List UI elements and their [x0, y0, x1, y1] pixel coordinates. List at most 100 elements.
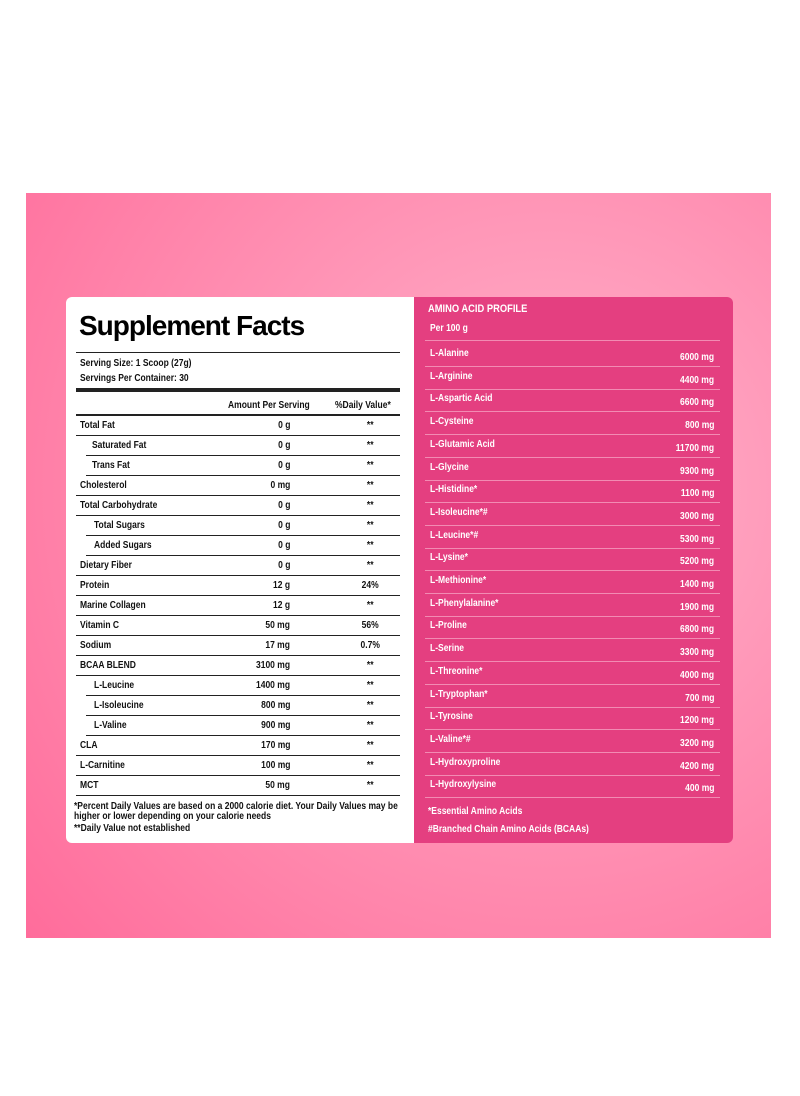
daily-value: ** [366, 720, 374, 731]
nutrient-name: Total Fat [80, 420, 115, 431]
amino-amount: 4200 mg [679, 760, 714, 772]
daily-value: ** [366, 520, 374, 531]
amino-amount: 6000 mg [679, 352, 714, 363]
amino-amount: 800 mg [684, 420, 714, 432]
nutrient-name: Total Sugars [94, 520, 145, 531]
nutrient-amount: 100 mg [260, 760, 290, 771]
rule [425, 456, 720, 458]
nutrient-amount: 900 mg [260, 720, 290, 731]
amino-amount: 3200 mg [679, 737, 714, 749]
rule [76, 755, 400, 756]
daily-value: 0.7% [360, 640, 380, 651]
rule [425, 524, 720, 526]
nutrient-name: L-Isoleucine [94, 700, 144, 711]
amino-name: L-Hydroxylysine [430, 779, 497, 791]
amino-amount: 700 mg [684, 692, 714, 704]
rule [425, 751, 720, 753]
amino-name: L-Valine*# [430, 733, 471, 745]
nutrient-name: L-Leucine [94, 680, 135, 691]
daily-value: ** [366, 760, 374, 771]
daily-value: ** [366, 500, 374, 511]
rule [425, 706, 720, 708]
rule [425, 570, 720, 572]
daily-value: ** [366, 440, 374, 451]
nutrient-name: Added Sugars [94, 540, 152, 551]
rule [425, 661, 720, 663]
nutrient-amount: 3100 mg [255, 660, 290, 671]
rule [425, 366, 720, 367]
rule [76, 435, 400, 436]
nutrient-name: L-Carnitine [80, 760, 125, 771]
rule [425, 388, 720, 390]
nutrient-amount: 0 g [277, 460, 290, 471]
rule [425, 547, 720, 549]
amino-name: L-Glycine [430, 461, 469, 473]
daily-value: 24% [361, 580, 379, 591]
rule [425, 615, 720, 617]
nutrient-amount: 50 mg [265, 620, 290, 631]
amino-amount: 11700 mg [675, 442, 714, 454]
rule [76, 615, 400, 616]
rule [76, 595, 400, 596]
column-header: %Daily Value* [335, 400, 391, 411]
daily-value: ** [366, 780, 374, 791]
footnote: *Percent Daily Values are based on a 200… [74, 801, 398, 822]
amino-name: L-Tyrosine [430, 711, 473, 723]
nutrient-amount: 12 g [272, 580, 290, 591]
nutrient-amount: 0 g [277, 540, 290, 551]
rule [425, 340, 720, 341]
amino-name: L-Isoleucine*# [430, 506, 488, 518]
rule [76, 388, 400, 392]
daily-value: ** [366, 740, 374, 751]
rule [86, 535, 400, 536]
daily-value: ** [366, 680, 374, 691]
nutrient-amount: 0 g [277, 520, 290, 531]
amino-name: L-Aspartic Acid [430, 393, 493, 405]
nutrient-name: Protein [80, 580, 110, 591]
amino-name: L-Leucine*# [430, 529, 479, 541]
rule [76, 575, 400, 576]
amino-name: L-Threonine* [430, 665, 483, 677]
rule [76, 655, 400, 656]
daily-value: ** [366, 600, 374, 611]
amino-amount: 4400 mg [679, 374, 714, 386]
rule [425, 774, 720, 776]
amino-amount: 4000 mg [679, 669, 714, 681]
daily-value: ** [366, 480, 374, 491]
nutrient-amount: 0 mg [270, 480, 290, 491]
amino-amount: 6600 mg [679, 397, 714, 409]
nutrient-amount: 17 mg [265, 640, 290, 651]
rule [76, 414, 400, 416]
rule [425, 411, 720, 413]
rule [86, 455, 400, 456]
rule [425, 729, 720, 731]
amino-amount: 1400 mg [679, 579, 714, 590]
servings-per-container: Servings Per Container: 30 [80, 373, 189, 384]
rule [86, 555, 400, 556]
daily-value: ** [366, 420, 374, 431]
amino-name: L-Hydroxyproline [430, 756, 501, 768]
facts-title: Supplement Facts [79, 310, 305, 341]
nutrient-amount: 0 g [277, 560, 290, 571]
rule [425, 797, 720, 799]
footnote: **Daily Value not established [74, 823, 191, 834]
nutrient-name: Sodium [80, 640, 112, 651]
amino-name: L-Cysteine [430, 416, 474, 428]
column-header: Amount Per Serving [228, 400, 310, 411]
amino-name: L-Arginine [430, 370, 473, 382]
rule [86, 695, 400, 696]
rule [425, 502, 720, 504]
nutrient-name: Marine Collagen [80, 600, 146, 611]
amino-subtitle: Per 100 g [430, 323, 468, 334]
nutrient-amount: 0 g [277, 440, 290, 451]
amino-name: L-Serine [430, 643, 465, 655]
rule [76, 635, 400, 636]
amino-amount: 1100 mg [680, 488, 714, 500]
nutrient-name: CLA [80, 740, 98, 751]
amino-amount: 6800 mg [679, 624, 714, 636]
nutrient-name: BCAA BLEND [80, 660, 136, 671]
rule [76, 795, 400, 796]
rule [76, 495, 400, 496]
rule [425, 638, 720, 640]
